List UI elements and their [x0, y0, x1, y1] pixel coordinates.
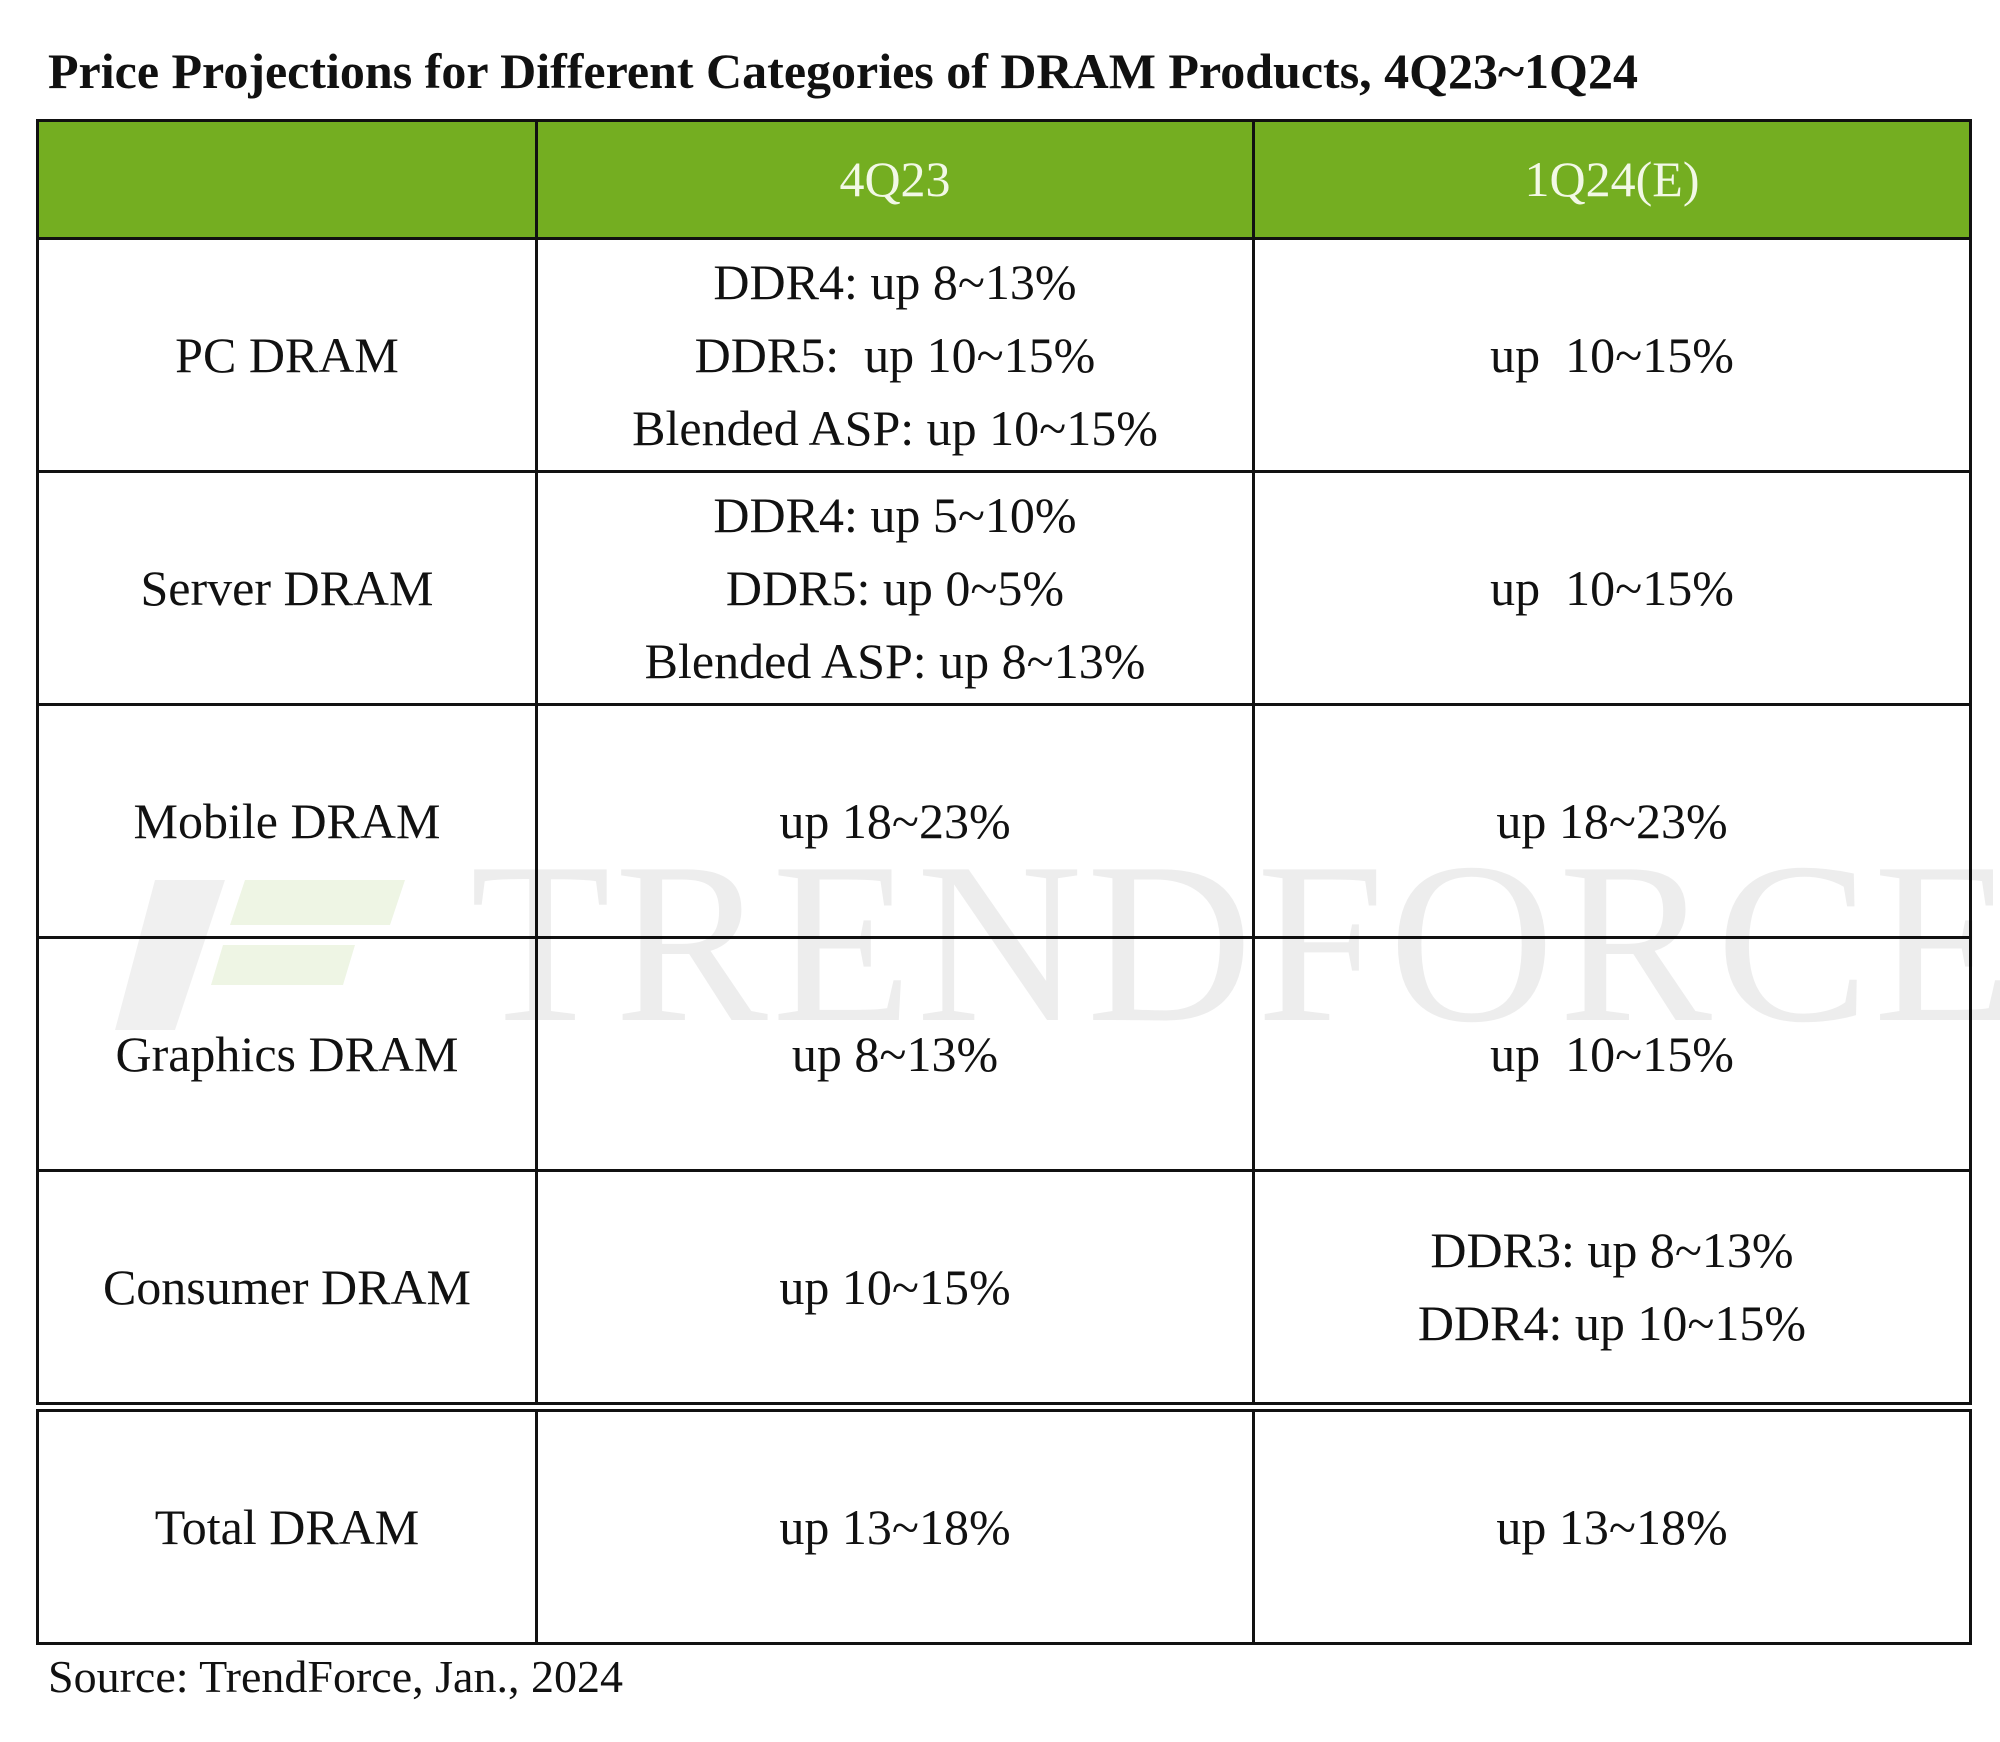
table-cell: up 8~13%	[535, 936, 1255, 1172]
price-table: 4Q23 1Q24(E) PC DRAM DDR4: up 8~13% DDR5: up…	[36, 119, 1972, 1645]
row-label: Server DRAM	[36, 470, 538, 706]
cell-line: up 10~15%	[1490, 326, 1734, 383]
cell-line: up 10~15%	[1490, 559, 1734, 616]
table-cell: DDR4: up 5~10% DDR5: up 0~5% Blended ASP: …	[535, 470, 1255, 706]
row-label: Consumer DRAM	[36, 1169, 538, 1409]
table-cell: up 13~18%	[1252, 1402, 1972, 1645]
header-cell	[36, 119, 538, 240]
cell-line: DDR4: up 8~13%	[713, 253, 1077, 310]
table-row: Graphics DRAM up 8~13% up 10~15%	[36, 936, 1972, 1172]
cell-line: up 18~23%	[1496, 792, 1728, 849]
cell-line: up 10~15%	[1490, 1025, 1734, 1082]
cell-line: up 13~18%	[779, 1498, 1011, 1555]
row-label: Total DRAM	[36, 1402, 538, 1645]
row-label: Graphics DRAM	[36, 936, 538, 1172]
table-cell: up 18~23%	[1252, 703, 1972, 939]
cell-line: DDR5: up 10~15%	[694, 326, 1096, 383]
title: Price Projections for Different Categori…	[48, 43, 1638, 99]
table-cell: up 10~15%	[1252, 936, 1972, 1172]
cell-line: DDR5: up 0~5%	[725, 559, 1065, 616]
table-cell: DDR3: up 8~13% DDR4: up 10~15%	[1252, 1169, 1972, 1409]
cell-line: Blended ASP: up 8~13%	[644, 632, 1146, 689]
table-cell: DDR4: up 8~13% DDR5: up 10~15% Blended ASP…	[535, 237, 1255, 473]
row-label: Mobile DRAM	[36, 703, 538, 939]
header-cell: 1Q24(E)	[1252, 119, 1972, 240]
cell-line: up 8~13%	[791, 1025, 999, 1082]
header-row: 4Q23 1Q24(E)	[36, 119, 1972, 240]
table-cell: up 10~15%	[1252, 237, 1972, 473]
source: Source: TrendForce, Jan., 2024	[48, 1651, 623, 1702]
table-row: Mobile DRAM up 18~23% up 18~23%	[36, 703, 1972, 939]
cell-line: up 18~23%	[779, 792, 1011, 849]
cell-line: up 10~15%	[779, 1258, 1011, 1315]
table-cell: up 13~18%	[535, 1402, 1255, 1645]
table-row: PC DRAM DDR4: up 8~13% DDR5: up 10~15% Blen…	[36, 237, 1972, 473]
table-row: Server DRAM DDR4: up 5~10% DDR5: up 0~5% Bl…	[36, 470, 1972, 706]
header-cell: 4Q23	[535, 119, 1255, 240]
cell-line: DDR4: up 10~15%	[1417, 1295, 1807, 1351]
table-row: Total DRAM up 13~18% up 13~18%	[36, 1402, 1972, 1645]
cell-line: up 13~18%	[1496, 1498, 1728, 1555]
cell-line: DDR4: up 5~10%	[713, 486, 1077, 543]
cell-line: Blended ASP: up 10~15%	[632, 399, 1158, 456]
table-row: Consumer DRAM up 10~15% DDR3: up 8~13% DDR4…	[36, 1169, 1972, 1409]
row-label: PC DRAM	[36, 237, 538, 473]
table-cell: up 18~23%	[535, 703, 1255, 939]
table-cell: up 10~15%	[535, 1169, 1255, 1409]
table-cell: up 10~15%	[1252, 470, 1972, 706]
cell-line: DDR3: up 8~13%	[1430, 1222, 1794, 1278]
